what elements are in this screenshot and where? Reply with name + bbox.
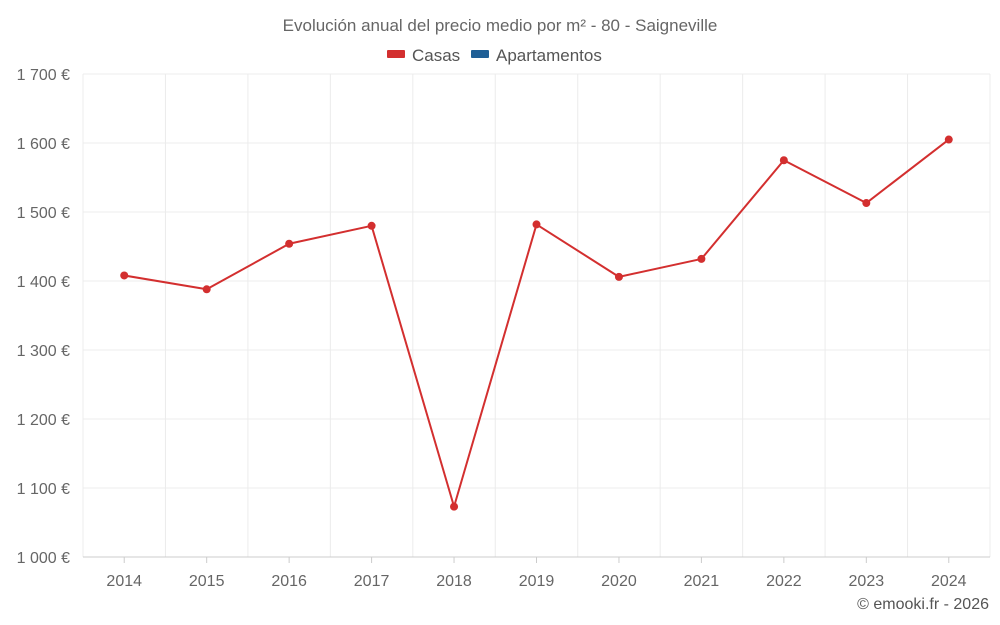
x-tick-label: 2020: [601, 573, 637, 590]
legend-item-apartamentos[interactable]: Apartamentos: [471, 46, 602, 65]
x-tick-label: 2019: [519, 573, 555, 590]
data-point[interactable]: [779, 156, 788, 165]
y-tick-label: 1 500 €: [17, 205, 70, 222]
grid: [82, 73, 991, 557]
data-point[interactable]: [120, 271, 129, 280]
data-point[interactable]: [450, 502, 459, 511]
data-point[interactable]: [944, 135, 953, 144]
legend-item-casas[interactable]: Casas: [387, 46, 460, 65]
data-point[interactable]: [367, 221, 376, 230]
y-tick-label: 1 000 €: [17, 550, 70, 567]
data-point[interactable]: [697, 254, 706, 263]
x-tick-label: 2021: [684, 573, 720, 590]
x-tick-label: 2015: [189, 573, 225, 590]
y-axis: 1 000 € 1 100 € 1 200 € 1 300 € 1 400 € 1 500…: [17, 67, 70, 567]
x-tick-label: 2024: [931, 573, 967, 590]
data-point[interactable]: [532, 220, 541, 229]
data-point[interactable]: [862, 199, 871, 208]
y-tick-label: 1 200 €: [17, 412, 70, 429]
legend-label-casas: Casas: [412, 46, 460, 65]
x-tick-label: 2016: [271, 573, 307, 590]
x-tick-label: 2023: [849, 573, 885, 590]
y-tick-label: 1 300 €: [17, 343, 70, 360]
legend-swatch-apartamentos: [471, 50, 489, 58]
x-tick-label: 2022: [766, 573, 802, 590]
y-tick-label: 1 600 €: [17, 136, 70, 153]
legend: Casas Apartamentos: [387, 46, 602, 65]
series-layer: [120, 135, 953, 511]
legend-swatch-casas: [387, 50, 405, 58]
data-point[interactable]: [285, 239, 294, 248]
credit: © emooki.fr - 2026: [857, 596, 989, 613]
chart-title: Evolución anual del precio medio por m² …: [283, 16, 718, 35]
x-tick-label: 2017: [354, 573, 390, 590]
legend-label-apartamentos: Apartamentos: [496, 46, 602, 65]
x-tick-label: 2018: [436, 573, 472, 590]
data-point[interactable]: [202, 285, 211, 294]
y-tick-label: 1 100 €: [17, 481, 70, 498]
y-tick-label: 1 700 €: [17, 67, 70, 84]
x-tick-label: 2014: [106, 573, 142, 590]
y-tick-label: 1 400 €: [17, 274, 70, 291]
data-point[interactable]: [614, 272, 623, 281]
x-axis: 2014 2015 2016 2017 2018 2019 2020 2021 2022 2023…: [83, 556, 990, 590]
